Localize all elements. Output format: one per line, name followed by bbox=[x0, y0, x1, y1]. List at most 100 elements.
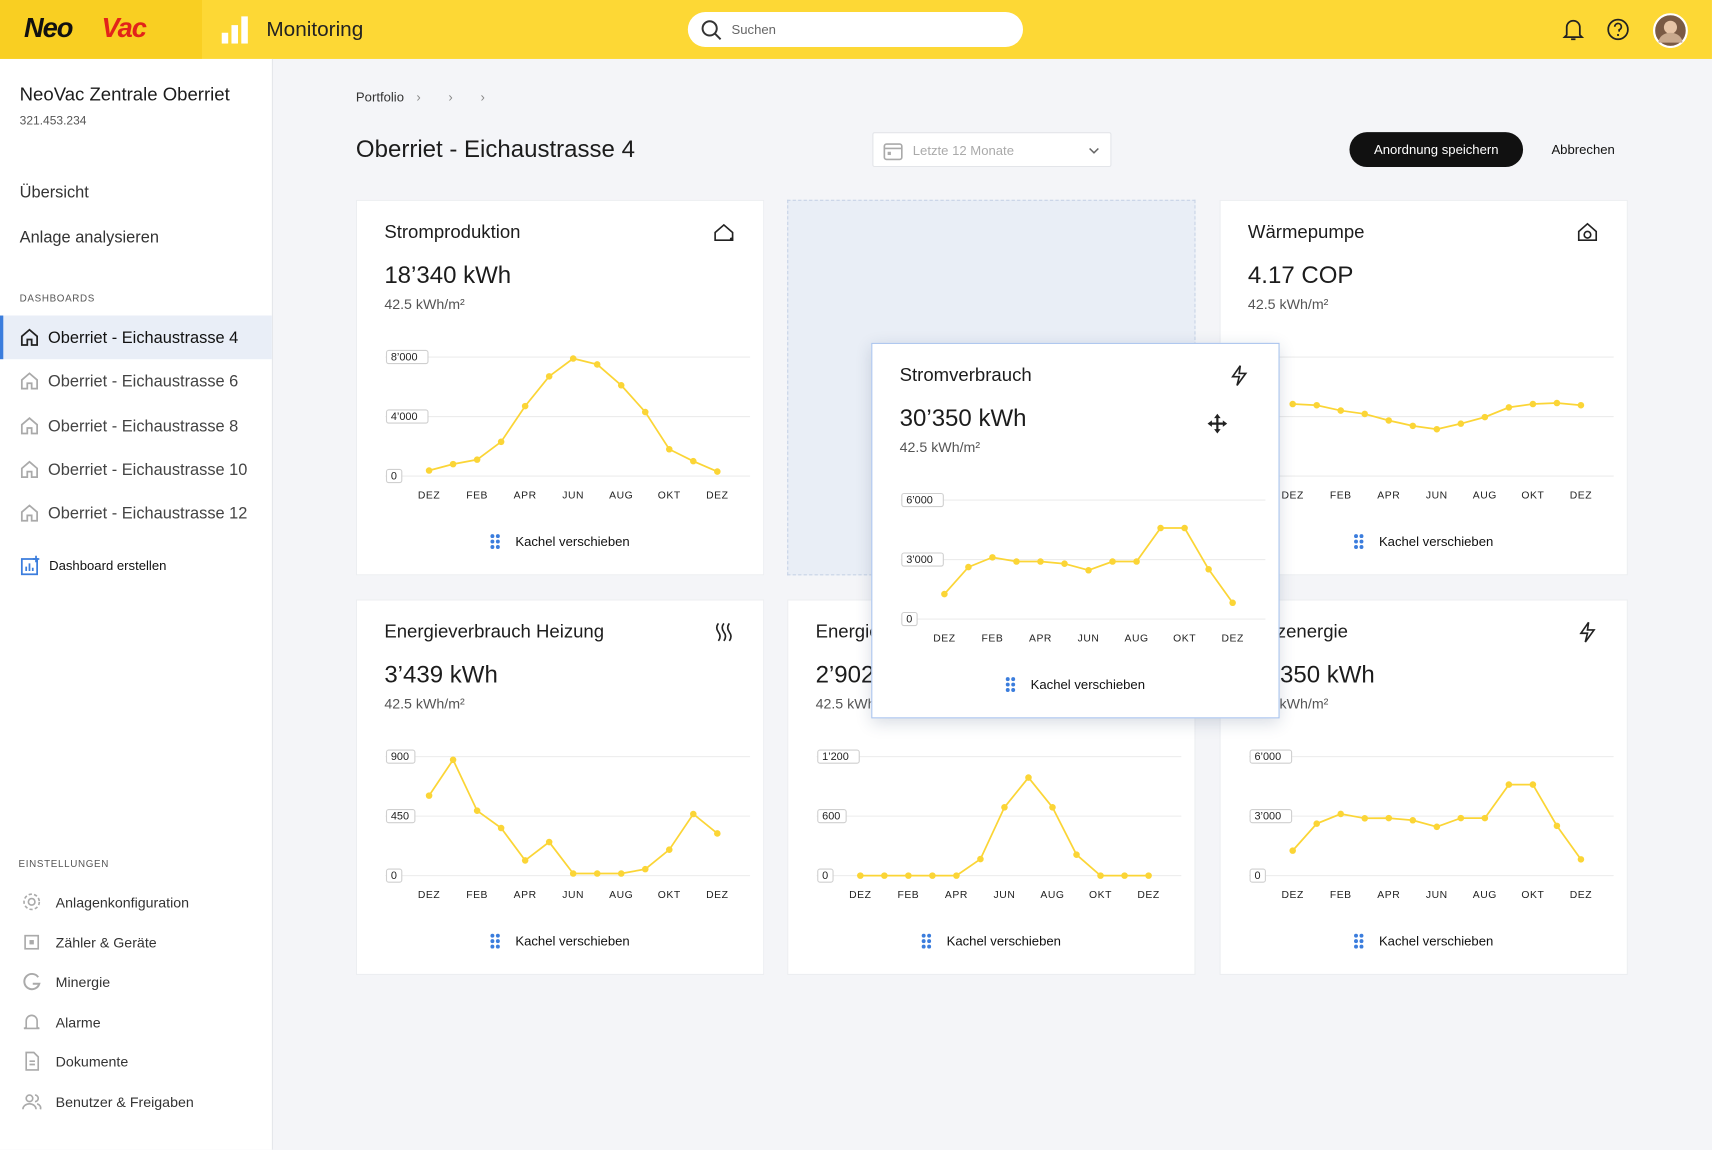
settings-item[interactable]: Anlagenkonfiguration bbox=[55, 894, 190, 911]
handle-dot bbox=[1011, 677, 1016, 682]
cancel-button[interactable]: Abbrechen bbox=[1551, 141, 1615, 158]
save-button[interactable]: Anordnung speichern bbox=[1349, 132, 1524, 168]
handle-dot bbox=[1005, 682, 1010, 687]
tile-icon bbox=[1577, 222, 1598, 242]
y-tick-label: 6’000 bbox=[1254, 751, 1281, 763]
data-point bbox=[1145, 872, 1152, 879]
y-tick-box bbox=[901, 492, 944, 508]
tile[interactable]: 0 3’000 6’000 DEZ FEB APR JUN AUG OKT DEZ Stromver… bbox=[871, 342, 1280, 719]
tile-per-area: 42.5 kWh/m² bbox=[899, 438, 981, 456]
settings-item[interactable]: Benutzer & Freigaben bbox=[55, 1093, 194, 1111]
handle-dot bbox=[927, 939, 932, 944]
create-dashboard[interactable]: Dashboard erstellen bbox=[49, 557, 167, 574]
dashboard-item[interactable]: Oberriet - Eichaustrasse 8 bbox=[0, 404, 272, 448]
search-box[interactable]: Suchen bbox=[687, 12, 1024, 47]
settings-icon bbox=[23, 893, 41, 911]
date-placeholder: Letzte 12 Monate bbox=[912, 143, 1014, 159]
x-tick-label: DEZ bbox=[1282, 890, 1304, 901]
data-point bbox=[690, 810, 697, 818]
settings-item[interactable]: Dokumente bbox=[55, 1054, 129, 1071]
data-point bbox=[665, 445, 673, 453]
x-tick-label: AUG bbox=[1040, 890, 1064, 901]
tile-icon-part bbox=[729, 237, 734, 241]
settings-icon bbox=[24, 934, 40, 950]
site-name: NeoVac Zentrale Oberriet bbox=[19, 84, 230, 105]
nav-item[interactable]: Anlage analysieren bbox=[19, 228, 159, 247]
handle-dot bbox=[1354, 545, 1358, 549]
tile[interactable]: 036DEZFEBAPRJUNAUGOKTDEZWärmepumpe4.17 C… bbox=[1219, 199, 1628, 576]
data-point bbox=[1553, 399, 1561, 407]
move-label[interactable]: Kachel verschieben bbox=[515, 933, 630, 949]
data-point bbox=[1409, 817, 1417, 824]
move-label[interactable]: Kachel verschieben bbox=[515, 533, 630, 550]
search-placeholder: Suchen bbox=[731, 21, 776, 38]
settings-item[interactable]: Zähler & Geräte bbox=[55, 934, 157, 951]
dashboard-label: Oberriet - Eichaustrasse 8 bbox=[48, 416, 239, 436]
handle-dot bbox=[1359, 545, 1364, 549]
add-dashboard-icon bbox=[20, 555, 40, 576]
data-point bbox=[1289, 847, 1296, 854]
y-tick-box bbox=[817, 749, 860, 764]
data-point bbox=[1433, 823, 1441, 831]
settings-item[interactable]: Minergie bbox=[55, 974, 111, 991]
y-tick-box bbox=[385, 809, 416, 824]
data-point bbox=[593, 361, 601, 368]
data-point bbox=[473, 807, 481, 814]
move-label[interactable]: Kachel verschieben bbox=[946, 933, 1061, 949]
data-point bbox=[1097, 872, 1104, 879]
tile-icon-part bbox=[714, 223, 734, 242]
move-cursor-part bbox=[1207, 413, 1228, 434]
y-tick-label: 0 bbox=[906, 613, 912, 625]
dashboard-item[interactable]: Oberriet - Eichaustrasse 10 bbox=[0, 448, 272, 492]
y-tick-label: 0 bbox=[822, 870, 828, 882]
x-tick-label: APR bbox=[514, 490, 537, 501]
data-point bbox=[989, 554, 996, 561]
data-point bbox=[1457, 814, 1465, 822]
data-point bbox=[617, 870, 625, 877]
tile-title: Stromproduktion bbox=[384, 221, 521, 243]
y-tick-box bbox=[1249, 749, 1293, 764]
data-point bbox=[714, 468, 721, 475]
dashboard-label: Oberriet - Eichaustrasse 6 bbox=[48, 372, 239, 392]
data-point bbox=[521, 402, 529, 410]
handle-dot bbox=[490, 545, 495, 549]
tile[interactable]: 0 450 900 DEZ FEB APR JUN AUG OKT DEZ Energieverbr… bbox=[355, 599, 765, 975]
y-tick-label: 1’200 bbox=[822, 751, 849, 763]
settings-item[interactable]: Alarme bbox=[55, 1014, 101, 1031]
dashboard-item[interactable]: Oberriet - Eichaustrasse 6 bbox=[0, 360, 272, 404]
move-label[interactable]: Kachel verschieben bbox=[1030, 676, 1146, 693]
nav-item[interactable]: Übersicht bbox=[19, 183, 89, 202]
help-icon[interactable] bbox=[1606, 17, 1630, 41]
date-select[interactable]: Letzte 12 Monate bbox=[872, 132, 1112, 168]
section-heading: EINSTELLUNGEN bbox=[18, 858, 109, 870]
data-point bbox=[641, 865, 649, 873]
add-dashboard-icon-part bbox=[20, 558, 38, 576]
tile-per-area: 42.5 kWh/m² bbox=[384, 295, 465, 313]
breadcrumb: Portfolio › › › bbox=[356, 90, 485, 105]
x-tick-label: AUG bbox=[609, 890, 633, 901]
data-point bbox=[593, 870, 601, 877]
x-tick-label: OKT bbox=[1173, 633, 1196, 644]
data-point bbox=[1073, 851, 1080, 858]
move-label[interactable]: Kachel verschieben bbox=[1378, 933, 1494, 949]
logo[interactable]: Neo Vac bbox=[0, 0, 202, 59]
avatar[interactable] bbox=[1652, 13, 1688, 49]
bell-icon[interactable] bbox=[1561, 17, 1585, 41]
drag-handle bbox=[490, 534, 500, 549]
dashboard-item[interactable]: Oberriet - Eichaustrasse 12 bbox=[0, 492, 272, 536]
tile[interactable]: 0 3’000 6’000 DEZ FEB APR JUN AUG OKT DEZ Netzener… bbox=[1219, 599, 1628, 975]
tile-title: Wärmepumpe bbox=[1247, 221, 1365, 243]
breadcrumb-item[interactable]: Portfolio bbox=[355, 89, 405, 105]
y-tick-box bbox=[817, 809, 847, 824]
handle-dot bbox=[1354, 539, 1358, 544]
handle-dot bbox=[1359, 944, 1364, 949]
x-tick-label: FEB bbox=[466, 490, 488, 501]
breadcrumb-sep: › bbox=[416, 89, 421, 105]
tile[interactable]: 0 4’000 8’000 DEZ FEB APR JUN AUG OKT DEZ Strompro… bbox=[355, 199, 765, 576]
handle-dot bbox=[1005, 688, 1010, 692]
house-icon bbox=[20, 460, 38, 478]
drag-handle bbox=[1354, 933, 1364, 949]
x-tick-label: DEZ bbox=[418, 490, 440, 501]
dashboard-item[interactable]: Oberriet - Eichaustrasse 4 bbox=[0, 315, 272, 360]
move-label[interactable]: Kachel verschieben bbox=[1378, 533, 1494, 550]
